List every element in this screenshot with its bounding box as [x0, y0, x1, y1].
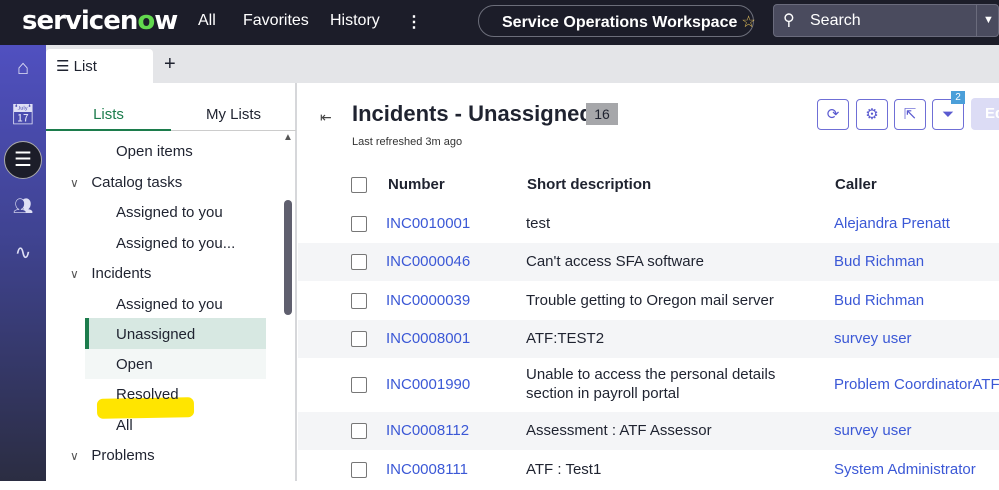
users-icon[interactable]: 👥︎	[12, 198, 34, 215]
short-description: Can't access SFA software	[526, 253, 704, 270]
tree-item-all[interactable]: All	[116, 417, 133, 434]
caller-link[interactable]: Alejandra Prenatt	[834, 214, 950, 232]
tab-lists[interactable]: Lists	[93, 106, 124, 123]
tab-label: List	[73, 58, 97, 75]
row-checkbox[interactable]	[351, 254, 367, 270]
lists-panel	[46, 83, 297, 481]
caller-link[interactable]: System Administrator	[834, 461, 976, 478]
hover-item-bg	[85, 349, 266, 379]
refresh-button[interactable]: ⟳	[817, 99, 849, 130]
tab-divider	[171, 130, 296, 131]
tree-item-resolved[interactable]: Resolved	[116, 386, 179, 403]
edit-button[interactable]: Ed	[971, 98, 999, 130]
workspace-label: Service Operations Workspace	[502, 14, 738, 31]
active-tab-indicator	[46, 129, 171, 131]
nav-favorites[interactable]: Favorites	[243, 12, 309, 29]
add-tab-button[interactable]: +	[164, 53, 176, 75]
short-description: Trouble getting to Oregon mail server	[526, 291, 774, 309]
star-icon[interactable]: ☆	[741, 14, 756, 31]
nav-all[interactable]: All	[198, 12, 216, 29]
group-label: Problems	[91, 447, 155, 464]
scroll-up-arrow[interactable]: ▲	[283, 132, 293, 143]
incident-number-link[interactable]: INC0008001	[386, 330, 471, 347]
search-placeholder: Search	[810, 12, 861, 29]
row-checkbox[interactable]	[351, 423, 367, 439]
short-description: Assessment : ATF Assessor	[526, 422, 712, 439]
list-icon: ☰	[56, 58, 74, 75]
count-badge: 16	[586, 103, 618, 125]
tree-item-open[interactable]: Open	[116, 356, 153, 373]
tree-item-assigned-to-you[interactable]: Assigned to you	[116, 204, 223, 221]
incident-number-link[interactable]: INC0001990	[386, 376, 471, 393]
servicenow-logo[interactable]: servicenow	[22, 6, 178, 36]
incident-number-link[interactable]: INC0008112	[386, 422, 470, 439]
list-icon[interactable]: ☰	[4, 141, 42, 179]
row-checkbox[interactable]	[351, 331, 367, 347]
caller-link[interactable]: Bud Richman	[834, 291, 925, 309]
collapse-panel-icon[interactable]: ⇤	[320, 109, 332, 125]
select-all-checkbox[interactable]	[351, 177, 367, 193]
short-description: Unable to access the personal details	[526, 366, 776, 383]
incident-number-link[interactable]: INC0000039	[386, 291, 471, 309]
row-checkbox[interactable]	[351, 462, 367, 478]
tree-item-incidents-assigned[interactable]: Assigned to you	[116, 296, 223, 313]
caller-link[interactable]: Bud Richman	[834, 253, 925, 270]
last-refreshed: Last refreshed 3m ago	[352, 136, 463, 148]
group-label: Catalog tasks	[91, 174, 183, 191]
row-checkbox[interactable]	[351, 215, 367, 232]
incident-number-link[interactable]: INC0010001	[386, 214, 471, 232]
group-label: Incidents	[91, 265, 152, 282]
short-description: test	[526, 214, 551, 232]
tab-list[interactable]: ☰ List	[46, 49, 153, 83]
selected-item-bg	[85, 318, 266, 349]
export-button[interactable]: ⇱	[894, 99, 926, 130]
settings-button[interactable]: ⚙	[856, 99, 888, 130]
short-description: ATF : Test1	[526, 461, 602, 478]
table-row[interactable]	[298, 412, 999, 450]
caller-link[interactable]: Problem CoordinatorATF	[834, 376, 999, 393]
chevron-down-icon: ∨	[70, 267, 79, 281]
filter-count-badge: 2	[951, 91, 965, 104]
chevron-down-icon: ∨	[70, 176, 79, 190]
filter-button[interactable]: ⏷	[932, 99, 964, 130]
tree-item-assigned-to-you-more[interactable]: Assigned to you...	[116, 235, 236, 252]
tree-group-incidents[interactable]: ∨ Incidents	[70, 265, 151, 282]
column-short-description[interactable]: Short description	[527, 176, 652, 193]
caller-link[interactable]: survey user	[834, 330, 912, 347]
calendar-clock-icon[interactable]: 📅︎	[10, 104, 36, 126]
workspace-button[interactable]: Service Operations Workspace ☆	[478, 5, 756, 37]
tree-item-open-items[interactable]: Open items	[116, 143, 193, 160]
search-icon: ⚲	[783, 12, 795, 29]
caller-link[interactable]: survey user	[834, 422, 912, 439]
row-checkbox[interactable]	[351, 377, 367, 393]
page-title: Incidents - Unassigned	[352, 101, 593, 126]
tab-my-lists[interactable]: My Lists	[205, 106, 261, 123]
nav-history[interactable]: History	[330, 12, 380, 29]
side-rail	[0, 45, 46, 481]
more-icon[interactable]: ⋮	[406, 14, 422, 31]
tab-strip	[46, 45, 999, 83]
column-number[interactable]: Number	[388, 176, 445, 193]
chevron-down-icon: ∨	[70, 449, 79, 463]
row-checkbox[interactable]	[351, 292, 367, 309]
tree-group-catalog-tasks[interactable]: ∨ Catalog tasks	[70, 174, 182, 191]
table-row[interactable]	[298, 320, 999, 358]
incident-number-link[interactable]: INC0000046	[386, 253, 471, 270]
search-input[interactable]: ⚲ Search ▼	[773, 4, 999, 37]
short-description: ATF:TEST2	[526, 330, 605, 347]
column-caller[interactable]: Caller	[835, 176, 877, 193]
tree-group-problems[interactable]: ∨ Problems	[70, 447, 155, 464]
short-description-line2: section in payroll portal	[526, 385, 680, 402]
scrollbar-thumb[interactable]	[284, 200, 292, 315]
table-row[interactable]	[298, 243, 999, 281]
search-dropdown-icon[interactable]: ▼	[976, 5, 999, 36]
pulse-icon[interactable]: ∿	[14, 242, 32, 264]
tree-item-unassigned[interactable]: Unassigned	[116, 326, 196, 343]
incident-number-link[interactable]: INC0008111	[386, 461, 469, 478]
home-icon[interactable]: ⌂	[16, 57, 30, 79]
